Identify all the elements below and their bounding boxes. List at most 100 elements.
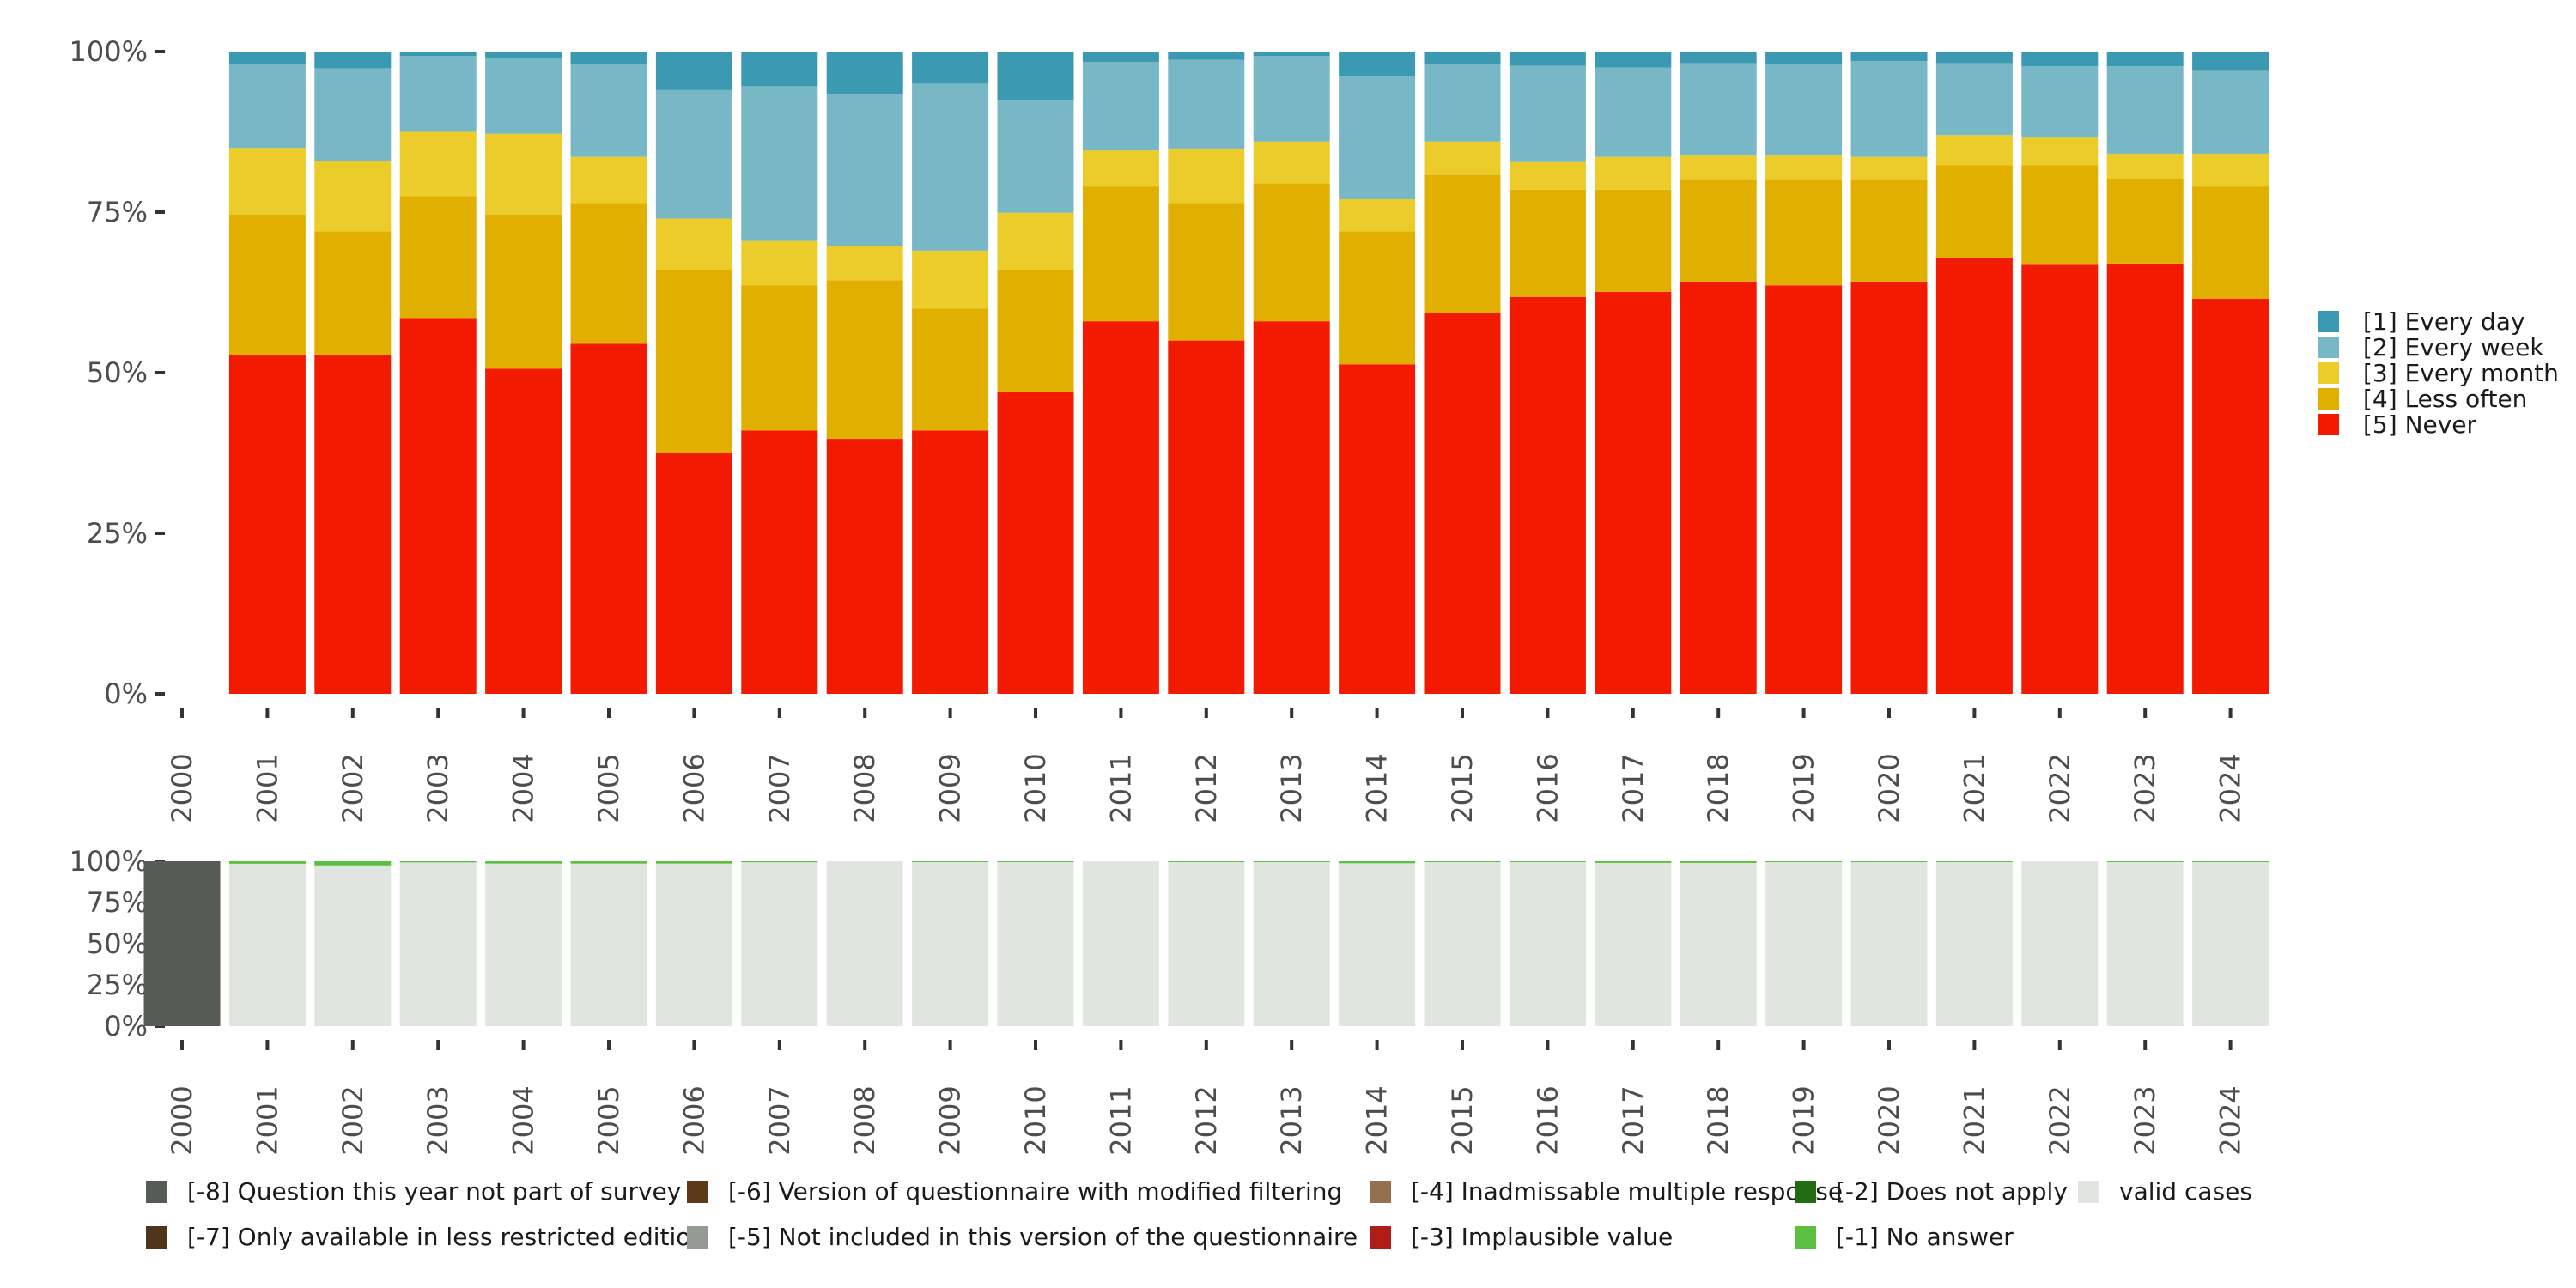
main-bar-segment [2021, 264, 2099, 694]
missing-xtick-label: 2016 [1531, 1085, 1564, 1155]
main-bar-segment [655, 270, 732, 453]
main-bar-segment [1850, 52, 1928, 62]
main-bar-segment [741, 86, 818, 241]
missing-bar-segment [1339, 861, 1416, 864]
main-bar-segment [1850, 281, 1928, 694]
bottom-legend-key [146, 1181, 167, 1203]
main-bar-segment [314, 355, 392, 694]
main-xtick-label: 2005 [592, 753, 625, 823]
main-ytick-label: 100% [70, 35, 148, 68]
bottom-legend-label: [-7] Only available in less restricted e… [187, 1223, 706, 1251]
main-bar-segment [1424, 64, 1501, 142]
main-bar-segment [826, 94, 903, 246]
main-bar-segment [485, 58, 562, 134]
missing-bar-segment [1765, 861, 1843, 862]
missing-xtick-label: 2009 [934, 1085, 967, 1155]
main-xtick-label: 2009 [934, 753, 967, 823]
missing-xtick-label: 2013 [1275, 1085, 1308, 1155]
missing-xtick-label: 2008 [848, 1085, 881, 1155]
missing-xtick-label: 2004 [507, 1085, 540, 1155]
missing-bar-segment [1765, 861, 1843, 1026]
missing-ytick-label: 100% [70, 845, 148, 878]
main-bar-segment [2192, 153, 2269, 187]
bottom-legend-key [1370, 1226, 1391, 1249]
main-xtick-label: 2003 [422, 753, 454, 823]
main-bar-segment [655, 453, 732, 694]
main-bar-segment [570, 64, 647, 157]
main-legend-key [2318, 362, 2339, 384]
missing-bar-segment [912, 861, 989, 1026]
main-bar-segment [1509, 52, 1586, 66]
missing-ytick-label: 0% [104, 1010, 148, 1042]
main-xtick-label: 2008 [848, 753, 881, 823]
main-bar-segment [912, 430, 989, 694]
main-bar-segment [228, 355, 306, 694]
missing-bar-segment [1680, 862, 1757, 1026]
main-bar-segment [741, 240, 818, 286]
missing-bar-segment [314, 861, 392, 866]
main-bar-segment [741, 430, 818, 694]
main-bar-segment [741, 285, 818, 431]
main-xtick-label: 2007 [763, 753, 796, 823]
main-bar-segment [1424, 52, 1501, 64]
main-bar-segment [997, 212, 1074, 270]
main-bar-segment [1765, 155, 1843, 180]
main-bar-segment [1339, 52, 1416, 76]
main-bar-segment [1082, 61, 1159, 151]
missing-xtick-label: 2023 [2129, 1085, 2161, 1155]
main-bar-segment [1595, 52, 1672, 68]
main-bar-segment [228, 214, 306, 355]
main-xtick-label: 2014 [1361, 753, 1394, 823]
main-bar-segment [399, 56, 477, 132]
missing-xtick-label: 2010 [1019, 1085, 1052, 1155]
missing-xtick-label: 2019 [1788, 1085, 1820, 1155]
main-bar-segment [1509, 161, 1586, 190]
main-bar-segment [399, 131, 477, 197]
main-bar-segment [2192, 298, 2269, 694]
main-bar-segment [997, 52, 1074, 100]
missing-ytick-label: 25% [87, 969, 148, 1001]
missing-bar-segment [1424, 861, 1501, 862]
main-bar-segment [570, 343, 647, 694]
main-bar-segment [1509, 296, 1586, 694]
main-bar-segment [485, 52, 562, 58]
main-bar-segment [2021, 137, 2099, 166]
main-xtick-label: 2020 [1873, 753, 1905, 823]
main-bar-segment [570, 156, 647, 204]
main-bar-segment [1339, 231, 1416, 365]
missing-bar-segment [655, 863, 732, 1026]
main-bar-segment [1765, 64, 1843, 156]
missing-bar-segment [485, 861, 562, 864]
main-bar-segment [228, 52, 306, 64]
main-xtick-label: 2017 [1617, 753, 1649, 823]
missing-bar-segment [741, 861, 818, 863]
main-xtick-label: 2018 [1702, 753, 1735, 823]
main-legend-key [2318, 337, 2339, 358]
main-bar-segment [1935, 165, 2013, 258]
missing-bar-segment [826, 861, 903, 1026]
missing-bar-segment [1253, 861, 1330, 862]
missing-xtick-label: 2000 [166, 1085, 198, 1155]
bottom-legend-key [2078, 1181, 2099, 1203]
missing-bar-segment [1082, 861, 1159, 1026]
main-bar-segment [1680, 63, 1757, 156]
main-bar-segment [485, 368, 562, 694]
missing-bar-segment [997, 861, 1074, 1026]
missing-bar-segment [1850, 861, 1928, 862]
main-bar-segment [1765, 179, 1843, 286]
missing-bar-segment [485, 863, 562, 1026]
missing-xtick-label: 2007 [763, 1085, 796, 1155]
main-legend-key [2318, 414, 2339, 435]
missing-bar-segment [1253, 861, 1330, 1026]
main-xtick-label: 2011 [1104, 753, 1137, 823]
main-bar-segment [1680, 155, 1757, 180]
main-bar-segment [1168, 148, 1245, 204]
main-bar-segment [1339, 76, 1416, 200]
missing-bar-segment [655, 861, 732, 864]
main-bar-segment [826, 52, 903, 95]
missing-xtick-label: 2002 [337, 1085, 369, 1155]
main-bar-segment [570, 203, 647, 344]
main-ytick-label: 0% [104, 677, 148, 710]
main-bar-segment [1253, 56, 1330, 142]
missing-xtick-label: 2011 [1104, 1085, 1137, 1155]
